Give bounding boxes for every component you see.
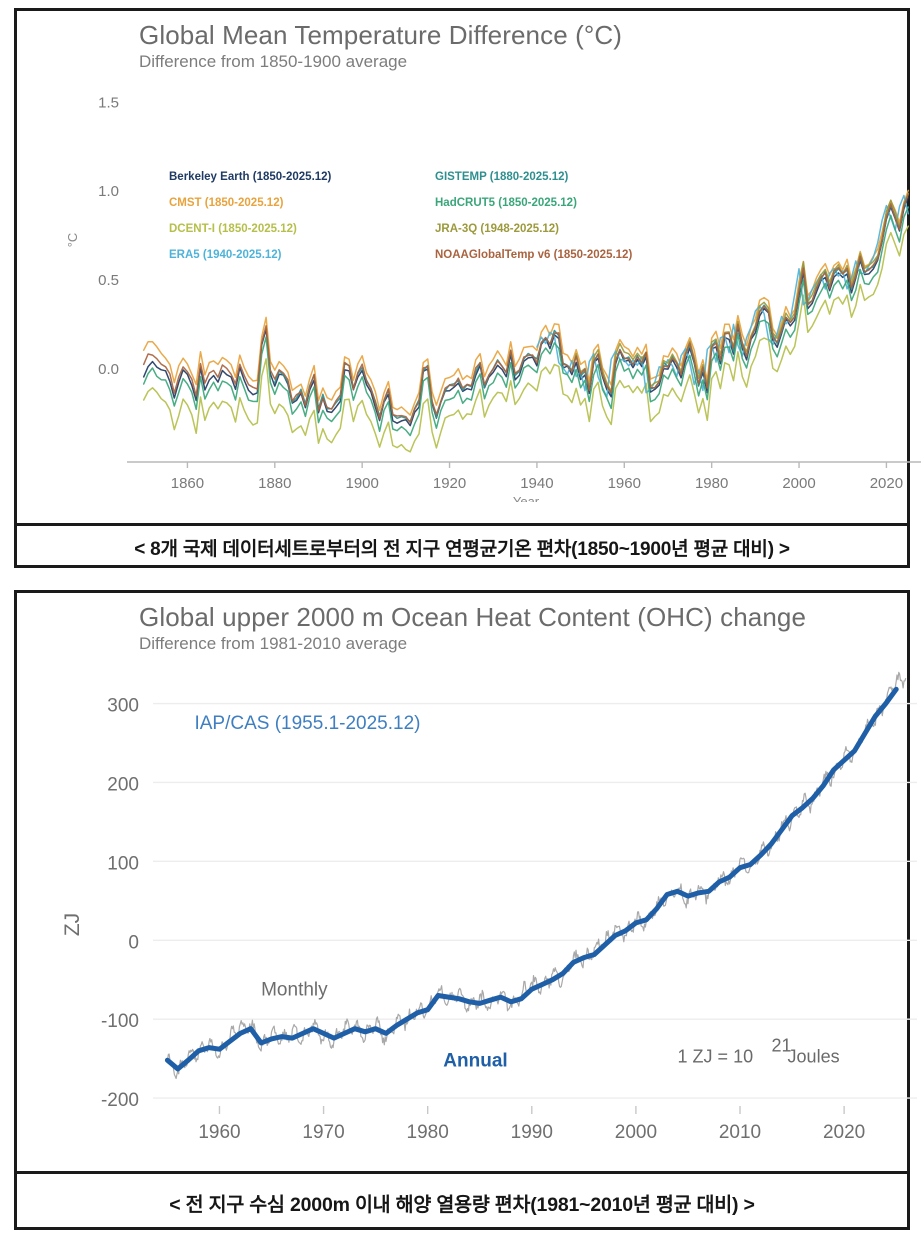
temperature-chart-svg: 0.0 0.5 1.0 1.5 °C 1860 1880 1900 1920 1940 1960 19… [65,94,921,502]
y-tick-label: 0.5 [98,272,119,289]
chart-annotation-monthly: Monthly [261,979,328,1000]
legend-item: IAP/CAS (1955.1-2025.12) [194,712,420,733]
y-tick-label: 100 [107,853,139,874]
legend-item: DCENT-I (1850-2025.12) [169,223,297,235]
x-tick-label: 1990 [511,1122,553,1143]
x-tick-label: 1860 [171,475,204,492]
ohc-subtitle: Difference from 1981-2010 average [139,634,408,654]
chart-annotation-annual: Annual [443,1050,507,1071]
legend-item: NOAAGlobalTemp v6 (1850-2025.12) [435,249,632,261]
temperature-title-block: Global Mean Temperature Difference (°C) … [17,20,907,72]
x-tick-label: 1980 [407,1122,449,1143]
panel-spacer [14,568,910,590]
y-tick-label: 200 [107,774,139,795]
series-line [142,193,910,424]
x-tick-label: 2020 [823,1122,865,1143]
figure-caption-2: < 전 지구 수심 2000m 이내 해양 열용량 편차(1981~2010년 … [17,1171,907,1230]
x-axis-label: Year [513,494,540,502]
ohc-title-block: Global upper 2000 m Ocean Heat Content (… [17,602,907,654]
x-tick-label: 1900 [345,475,378,492]
y-tick-label: 1.0 [98,183,119,200]
x-tick-label: 2000 [615,1122,657,1143]
svg-text:Joules: Joules [788,1046,840,1066]
y-tick-label: 0.0 [98,361,119,378]
y-tick-label: 0 [128,932,139,953]
ohc-title: Global upper 2000 m Ocean Heat Content (… [139,602,807,632]
ohc-plot-area: -200 -100 0 100 200 300 ZJ 1960 1970 1980 1990 2000… [17,654,917,1164]
svg-text:1 ZJ = 10: 1 ZJ = 10 [678,1046,754,1066]
legend-item: CMST (1850-2025.12) [169,197,284,209]
series-line [142,189,910,416]
svg-text:21: 21 [772,1035,792,1055]
ohc-figure: Global upper 2000 m Ocean Heat Content (… [17,593,917,1171]
y-tick-label: 1.5 [98,94,119,111]
series-line [142,206,910,436]
y-tick-label: -200 [101,1090,139,1111]
page-title: Global Mean Temperature Difference (°C) [139,20,622,50]
figure-caption-1: < 8개 국제 데이터세트로부터의 전 지구 연평균기온 편차(1850~190… [17,523,907,568]
legend-item: Berkeley Earth (1850-2025.12) [169,171,332,183]
legend-item: ERA5 (1940-2025.12) [169,249,282,261]
ohc-chart-svg: -200 -100 0 100 200 300 ZJ 1960 1970 1980 1990 2000… [61,671,917,1143]
x-tick-label: 2000 [782,475,815,492]
figure-panel-ohc: Global upper 2000 m Ocean Heat Content (… [14,590,917,1230]
temperature-figure: Global Mean Temperature Difference (°C) … [17,11,921,523]
x-tick-label: 1960 [198,1122,240,1143]
figure-panel-temperature: Global Mean Temperature Difference (°C) … [14,8,921,568]
legend-item: HadCRUT5 (1850-2025.12) [435,197,577,209]
y-tick-label: 300 [107,695,139,716]
y-tick-label: -100 [101,1011,139,1032]
legend-item: JRA-3Q (1948-2025.12) [435,223,559,235]
y-axis-label: °C [65,232,80,247]
x-tick-label: 2020 [870,475,903,492]
x-tick-label: 2010 [719,1122,761,1143]
x-tick-label: 1970 [302,1122,344,1143]
x-tick-label: 1940 [520,475,553,492]
x-tick-label: 1980 [695,475,728,492]
y-axis-label: ZJ [61,912,84,935]
x-tick-label: 1880 [258,475,291,492]
chart-subtitle: Difference from 1850-1900 average [139,52,408,72]
x-tick-label: 1960 [608,475,641,492]
x-tick-label: 1920 [433,475,466,492]
legend-item: GISTEMP (1880-2025.12) [435,171,569,183]
series-line [536,194,910,398]
series-line [142,225,910,453]
temperature-plot-area: 0.0 0.5 1.0 1.5 °C 1860 1880 1900 1920 1940 1960 19… [17,72,921,502]
series-line-annual [164,686,899,1072]
